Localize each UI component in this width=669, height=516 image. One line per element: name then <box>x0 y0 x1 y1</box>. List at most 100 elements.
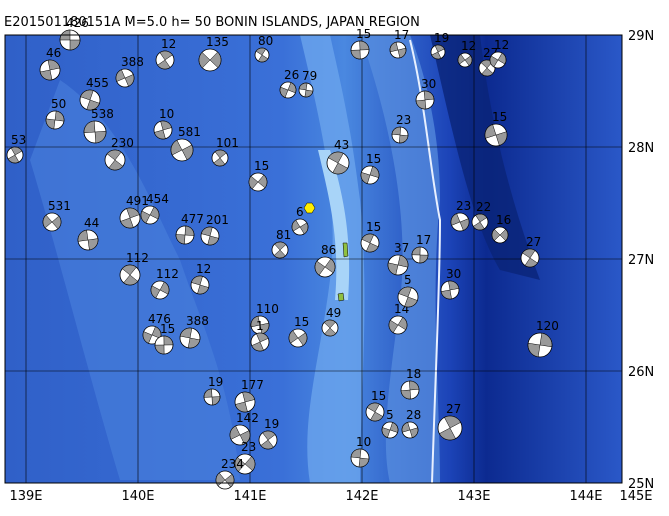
compression-quadrant <box>398 286 418 308</box>
depth-label: 15 <box>366 220 381 234</box>
compression-quadrant <box>361 233 379 253</box>
compression-quadrant <box>387 254 409 276</box>
compression-quadrant <box>522 248 538 268</box>
focal-mechanism: 112 <box>119 251 149 286</box>
focal-mechanism: 22 <box>471 200 491 231</box>
focal-mechanism: 49 <box>321 306 341 337</box>
focal-mechanism: 15 <box>360 152 381 185</box>
focal-mechanism: 23 <box>450 199 471 232</box>
lat-label: 28N <box>628 141 654 156</box>
compression-quadrant <box>150 281 170 299</box>
lat-label: 27N <box>628 253 654 268</box>
depth-label: 37 <box>394 241 409 255</box>
compression-quadrant <box>175 225 195 245</box>
compression-quadrant <box>366 402 384 422</box>
focal-mechanism: 27 <box>520 235 541 268</box>
depth-label: 112 <box>126 251 149 265</box>
focal-mechanism: 15 <box>154 322 175 355</box>
focal-mechanism: 12 <box>457 39 476 68</box>
focal-mechanism: 16 <box>491 213 511 244</box>
compression-quadrant <box>203 388 221 406</box>
focal-mechanism: 18 <box>400 367 421 400</box>
depth-label: 15 <box>492 110 507 124</box>
compression-quadrant <box>314 258 336 276</box>
depth-label: 388 <box>121 55 144 69</box>
depth-label: 388 <box>186 314 209 328</box>
compression-quadrant <box>179 327 201 349</box>
depth-label: 23 <box>456 199 471 213</box>
focal-mechanism: 46 <box>39 46 61 81</box>
compression-quadrant <box>45 110 65 130</box>
compression-quadrant <box>391 126 409 144</box>
compression-quadrant <box>42 214 62 230</box>
lon-label: 142E <box>345 489 378 504</box>
depth-label: 454 <box>146 192 169 206</box>
depth-label: 110 <box>256 302 279 316</box>
focal-mechanism: 15 <box>484 110 508 147</box>
compression-quadrant <box>457 54 473 66</box>
focal-mechanism: 135 <box>198 35 229 72</box>
depth-label: 455 <box>86 76 109 90</box>
compression-quadrant <box>350 448 370 468</box>
compression-quadrant <box>235 391 255 413</box>
depth-label: 201 <box>206 213 229 227</box>
compression-quadrant <box>106 149 124 171</box>
compression-quadrant <box>229 425 251 445</box>
compression-quadrant <box>298 82 314 98</box>
depth-label: 142 <box>236 411 259 425</box>
focal-mechanism: 476 <box>142 312 171 345</box>
compression-quadrant <box>472 213 488 231</box>
compression-quadrant <box>77 229 99 251</box>
compression-quadrant <box>80 89 100 111</box>
lat-label: 25N <box>628 477 654 492</box>
focal-mechanism: 477 <box>175 212 204 245</box>
compression-quadrant <box>381 422 399 438</box>
depth-label: 135 <box>206 35 229 49</box>
focal-mechanism: 15 <box>360 220 381 253</box>
depth-label: 5 <box>386 408 394 422</box>
focal-mechanism: 10 <box>350 435 371 468</box>
focal-mechanism: 80 <box>254 34 273 63</box>
lat-label: 29N <box>628 29 654 44</box>
focal-mechanism: 112 <box>150 267 179 300</box>
focal-mechanism: 5 <box>381 408 399 439</box>
compression-quadrant <box>401 422 419 438</box>
compression-quadrant <box>255 47 269 63</box>
depth-label: 15 <box>160 322 175 336</box>
depth-label: 16 <box>496 213 511 227</box>
depth-label: 12 <box>196 262 211 276</box>
depth-label: 18 <box>406 367 421 381</box>
compression-quadrant <box>273 241 287 259</box>
depth-label: 30 <box>446 267 461 281</box>
depth-label: 12 <box>461 39 476 53</box>
lat-label: 26N <box>628 365 654 380</box>
depth-label: 531 <box>48 199 71 213</box>
compression-quadrant <box>527 332 553 358</box>
compression-quadrant <box>415 90 435 110</box>
compression-quadrant <box>200 226 220 246</box>
compression-quadrant <box>431 44 445 60</box>
depth-label: 491 <box>126 194 149 208</box>
compression-quadrant <box>121 264 139 286</box>
compression-quadrant <box>234 456 256 472</box>
compression-quadrant <box>291 219 309 235</box>
depth-label: 80 <box>258 34 273 48</box>
depth-label: 476 <box>148 312 171 326</box>
depth-label: 81 <box>276 228 291 242</box>
depth-label: 120 <box>536 319 559 333</box>
focal-mechanism: 101 <box>211 136 239 167</box>
focal-mechanism: 19 <box>258 417 279 450</box>
depth-label: 112 <box>156 267 179 281</box>
focal-mechanism: 26 <box>279 68 299 99</box>
focal-mechanism: 177 <box>234 378 264 413</box>
focal-mechanism: 531 <box>42 199 71 232</box>
depth-label: 15 <box>356 27 371 41</box>
depth-label: 477 <box>181 212 204 226</box>
depth-label: 15 <box>254 159 269 173</box>
focal-mechanism: 44 <box>77 216 99 251</box>
compression-quadrant <box>288 330 308 346</box>
focal-mechanism: 43 <box>326 138 350 175</box>
compression-quadrant <box>248 174 268 190</box>
focal-mechanism: 30 <box>440 267 461 300</box>
